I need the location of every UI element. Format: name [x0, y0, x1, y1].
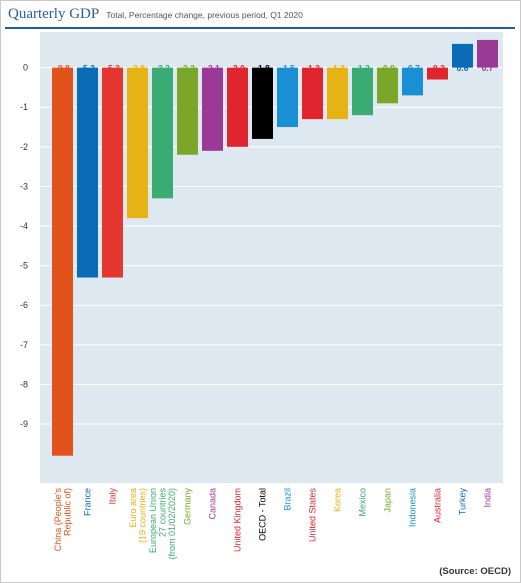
- value-label: -3.8: [130, 63, 145, 73]
- value-label: -0.3: [430, 63, 445, 73]
- value-label: -2.0: [230, 63, 245, 73]
- category-label: Japan: [383, 488, 393, 513]
- bar: [477, 39, 498, 68]
- bar: [202, 67, 223, 151]
- chart-title: Quarterly GDP: [8, 6, 100, 22]
- y-tick-label: -1: [20, 102, 28, 112]
- category-label: Mexico: [358, 488, 368, 517]
- y-tick-label: -6: [20, 300, 28, 310]
- chart-subtitle: Total, Percentage change, previous perio…: [106, 10, 303, 20]
- value-label: -2.2: [180, 63, 195, 73]
- category-label: Australia: [433, 488, 443, 523]
- value-label: -5.3: [105, 63, 120, 73]
- category-label: United States: [308, 488, 318, 543]
- category-label: China (People'sRepublic of): [53, 488, 73, 552]
- category-label: Korea: [333, 488, 343, 512]
- value-label: 0.7: [482, 63, 494, 73]
- header-rule: [5, 27, 515, 29]
- value-label: -0.7: [405, 63, 420, 73]
- y-tick-label: -9: [20, 419, 28, 429]
- bar: [102, 67, 123, 278]
- y-tick-label: -8: [20, 379, 28, 389]
- category-label: OECD - Total: [258, 488, 268, 541]
- category-label: Brazil: [283, 488, 293, 511]
- category-label: Turkey: [458, 488, 468, 516]
- value-label: -1.5: [280, 63, 295, 73]
- category-label: India: [483, 488, 493, 508]
- value-label: -3.3: [155, 63, 170, 73]
- chart-header: Quarterly GDP Total, Percentage change, …: [8, 6, 303, 26]
- value-label: 0.6: [457, 63, 469, 73]
- y-tick-label: -2: [20, 142, 28, 152]
- bar: [327, 67, 348, 120]
- value-label: -1.2: [355, 63, 370, 73]
- category-label: United Kingdom: [233, 488, 243, 552]
- source-note: (Source: OECD): [439, 566, 511, 577]
- bar: [427, 67, 448, 80]
- bar: [127, 67, 148, 219]
- y-tick-label: -5: [20, 261, 28, 271]
- value-label: -1.3: [330, 63, 345, 73]
- value-label: -1.8: [255, 63, 270, 73]
- bar: [277, 67, 298, 128]
- bar: [352, 67, 373, 116]
- value-label: -5.3: [80, 63, 95, 73]
- bar: [52, 67, 73, 456]
- bar: [252, 67, 273, 139]
- value-label: -0.9: [380, 63, 395, 73]
- y-tick-label: 0: [23, 63, 28, 73]
- y-tick-label: -4: [20, 221, 28, 231]
- bar: [177, 67, 198, 155]
- y-tick-label: -3: [20, 181, 28, 191]
- bar: [402, 67, 423, 96]
- category-label: Canada: [208, 488, 218, 520]
- bar: [77, 67, 98, 278]
- value-label: -9.8: [55, 63, 70, 73]
- category-label: Indonesia: [408, 488, 418, 527]
- category-label: European Union27 countries(from 01/02/20…: [148, 488, 177, 560]
- bar: [227, 67, 248, 147]
- category-label: Italy: [108, 488, 118, 505]
- y-tick-label: -7: [20, 340, 28, 350]
- category-label: Euro area(19 countries): [128, 488, 148, 543]
- bar: [452, 43, 473, 68]
- category-label: France: [83, 488, 93, 516]
- bar: [377, 67, 398, 104]
- category-label: Germany: [183, 488, 193, 526]
- bar: [302, 67, 323, 120]
- bar: [152, 67, 173, 199]
- value-label: -2.1: [205, 63, 220, 73]
- value-label: -1.3: [305, 63, 320, 73]
